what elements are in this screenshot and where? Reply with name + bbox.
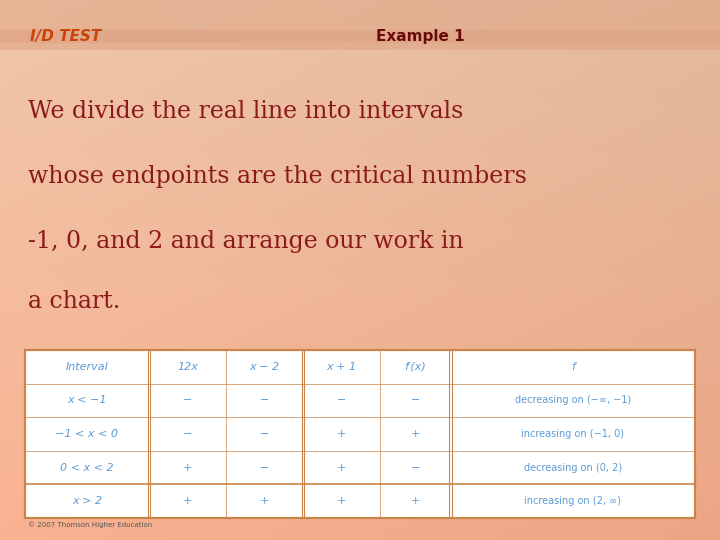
Text: −: − <box>260 395 269 406</box>
Text: −1 < x < 0: −1 < x < 0 <box>55 429 119 439</box>
Text: f: f <box>571 362 575 372</box>
Text: We divide the real line into intervals: We divide the real line into intervals <box>28 100 464 123</box>
Text: −: − <box>183 429 192 439</box>
Text: +: + <box>183 496 192 506</box>
Text: x − 2: x − 2 <box>249 362 279 372</box>
Bar <box>0 0 720 43</box>
Text: −: − <box>410 395 420 406</box>
Bar <box>0 30 720 50</box>
Text: +: + <box>410 429 420 439</box>
Text: x + 1: x + 1 <box>326 362 356 372</box>
Text: 12x: 12x <box>177 362 198 372</box>
Text: -1, 0, and 2 and arrange our work in: -1, 0, and 2 and arrange our work in <box>28 230 464 253</box>
Text: Example 1: Example 1 <box>376 29 464 44</box>
Text: I/D TEST: I/D TEST <box>30 29 102 44</box>
Text: +: + <box>337 429 346 439</box>
Text: x > 2: x > 2 <box>72 496 102 506</box>
Text: whose endpoints are the critical numbers: whose endpoints are the critical numbers <box>28 165 527 188</box>
Text: +: + <box>337 463 346 472</box>
Text: © 2007 Thomson Higher Education: © 2007 Thomson Higher Education <box>28 521 152 528</box>
Text: f′(x): f′(x) <box>405 362 426 372</box>
Text: +: + <box>183 463 192 472</box>
Text: +: + <box>410 496 420 506</box>
Text: increasing on (2, ∞): increasing on (2, ∞) <box>524 496 621 506</box>
Text: −: − <box>337 395 346 406</box>
Bar <box>25 350 695 518</box>
Text: +: + <box>260 496 269 506</box>
Text: −: − <box>260 463 269 472</box>
Text: a chart.: a chart. <box>28 290 120 313</box>
Text: +: + <box>337 496 346 506</box>
Text: −: − <box>260 429 269 439</box>
Text: decreasing on (0, 2): decreasing on (0, 2) <box>523 463 622 472</box>
Text: 0 < x < 2: 0 < x < 2 <box>60 463 114 472</box>
Text: decreasing on (−∞, −1): decreasing on (−∞, −1) <box>515 395 631 406</box>
Text: −: − <box>183 395 192 406</box>
Text: Interval: Interval <box>66 362 108 372</box>
Text: −: − <box>410 463 420 472</box>
Text: x < −1: x < −1 <box>67 395 107 406</box>
Text: increasing on (−1, 0): increasing on (−1, 0) <box>521 429 624 439</box>
